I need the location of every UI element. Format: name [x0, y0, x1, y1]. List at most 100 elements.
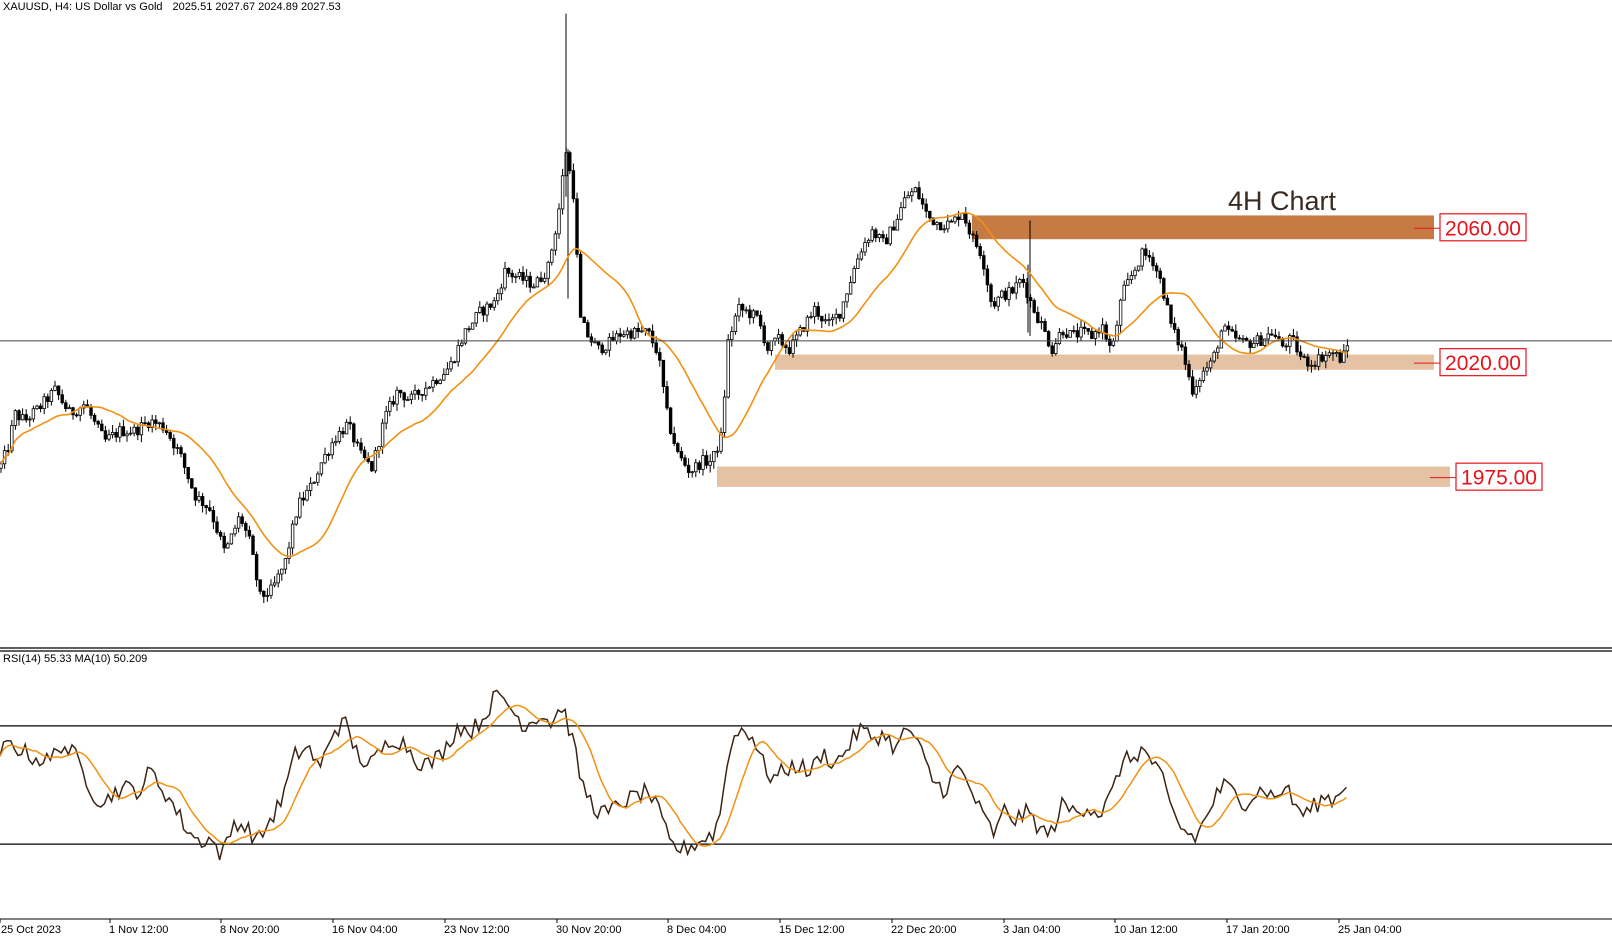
candle-body	[100, 423, 104, 432]
candle-body	[737, 303, 741, 317]
rsi-pane: RSI(14) 55.33 MA(10) 50.209	[0, 653, 1612, 861]
candle-body	[920, 198, 925, 205]
candle-body	[629, 330, 633, 339]
candle-body	[204, 505, 208, 509]
candle-body	[935, 222, 939, 226]
candle-body	[906, 195, 910, 199]
candle-body	[226, 543, 230, 549]
candle-body	[1223, 325, 1227, 332]
candle-body	[132, 426, 136, 434]
candle-body	[334, 440, 338, 444]
candle-body	[1194, 386, 1198, 395]
candle-body	[1180, 344, 1184, 348]
candle-body	[96, 420, 100, 425]
candle-body	[269, 584, 273, 596]
candle-body	[406, 399, 410, 402]
candle-body	[409, 393, 414, 401]
rsi-line	[0, 689, 1347, 861]
candle-body	[258, 579, 262, 592]
candle-body	[1057, 332, 1062, 345]
candle-body	[1262, 338, 1267, 346]
time-tick-label: 15 Dec 12:00	[779, 924, 844, 936]
candle-body	[1252, 343, 1256, 348]
candle-body	[1316, 354, 1321, 367]
candle-body	[247, 529, 252, 537]
candle-body	[751, 310, 756, 319]
candle-body	[290, 523, 295, 549]
candle-body	[1198, 380, 1202, 387]
candle-body	[1118, 299, 1123, 326]
candle-body	[308, 482, 313, 491]
candle-body	[899, 207, 903, 220]
candle-body	[330, 442, 334, 456]
zone-label-1: 2020.00	[1445, 352, 1521, 375]
candle-body	[539, 277, 543, 282]
candle-body	[805, 316, 810, 332]
candle-body	[13, 410, 18, 426]
candle-body	[1187, 364, 1191, 378]
candle-body	[996, 296, 1000, 307]
candle-body	[1320, 354, 1324, 362]
candle-body	[107, 434, 111, 440]
candle-body	[848, 282, 853, 295]
candle-body	[46, 396, 50, 402]
candle-body	[53, 385, 57, 391]
moving-average-line	[0, 211, 1348, 558]
candle-body	[208, 507, 212, 511]
candle-body	[460, 342, 464, 346]
candle-body	[571, 170, 576, 200]
candle-body	[424, 387, 428, 396]
candle-body	[874, 229, 878, 239]
candle-body	[1334, 352, 1339, 355]
candle-body	[42, 396, 46, 410]
candles-layer	[0, 13, 1350, 604]
candle-body	[402, 392, 406, 401]
candle-body	[1327, 352, 1332, 357]
candle-body	[722, 396, 727, 433]
candle-body	[550, 249, 554, 263]
candle-body	[528, 275, 532, 288]
candle-body	[265, 594, 270, 597]
candle-body	[1115, 324, 1119, 342]
candle-body	[632, 327, 637, 339]
candle-body	[1284, 345, 1288, 348]
candle-body	[1039, 321, 1044, 324]
candle-body	[708, 461, 712, 466]
candle-body	[712, 451, 716, 463]
candle-body	[672, 433, 676, 444]
candle-body	[665, 386, 669, 409]
candle-body	[150, 419, 154, 428]
candle-body	[560, 175, 565, 210]
time-axis: 25 Oct 2023 1 Nov 12:00 8 Nov 20:00 16 Nov …	[0, 919, 1402, 936]
candle-body	[521, 272, 525, 281]
candle-body	[344, 421, 349, 435]
candle-body	[1230, 329, 1234, 332]
candle-body	[172, 437, 176, 449]
candle-body	[186, 466, 190, 480]
candle-body	[1010, 287, 1015, 294]
candle-body	[434, 380, 439, 384]
chart-title: 4H Chart	[1228, 186, 1337, 216]
candle-body	[697, 462, 702, 470]
time-tick-label: 25 Jan 04:00	[1338, 924, 1402, 936]
candle-body	[1144, 248, 1148, 256]
rsi-info: RSI(14) 55.33 MA(10) 50.209	[3, 653, 147, 665]
candle-body	[420, 394, 424, 396]
candle-body	[913, 187, 918, 193]
candle-body	[1306, 356, 1310, 367]
candle-body	[478, 306, 482, 313]
candle-body	[20, 414, 25, 421]
zone-label-2: 1975.00	[1461, 467, 1537, 490]
candle-body	[1043, 321, 1047, 332]
candle-body	[24, 414, 28, 421]
candle-body	[1028, 297, 1033, 302]
candle-body	[445, 368, 450, 375]
candle-body	[355, 441, 360, 444]
candle-body	[535, 277, 540, 288]
candle-body	[575, 198, 579, 255]
candle-body	[1212, 351, 1216, 362]
candle-body	[892, 226, 896, 231]
candle-body	[222, 535, 226, 549]
candle-body	[1291, 335, 1296, 338]
